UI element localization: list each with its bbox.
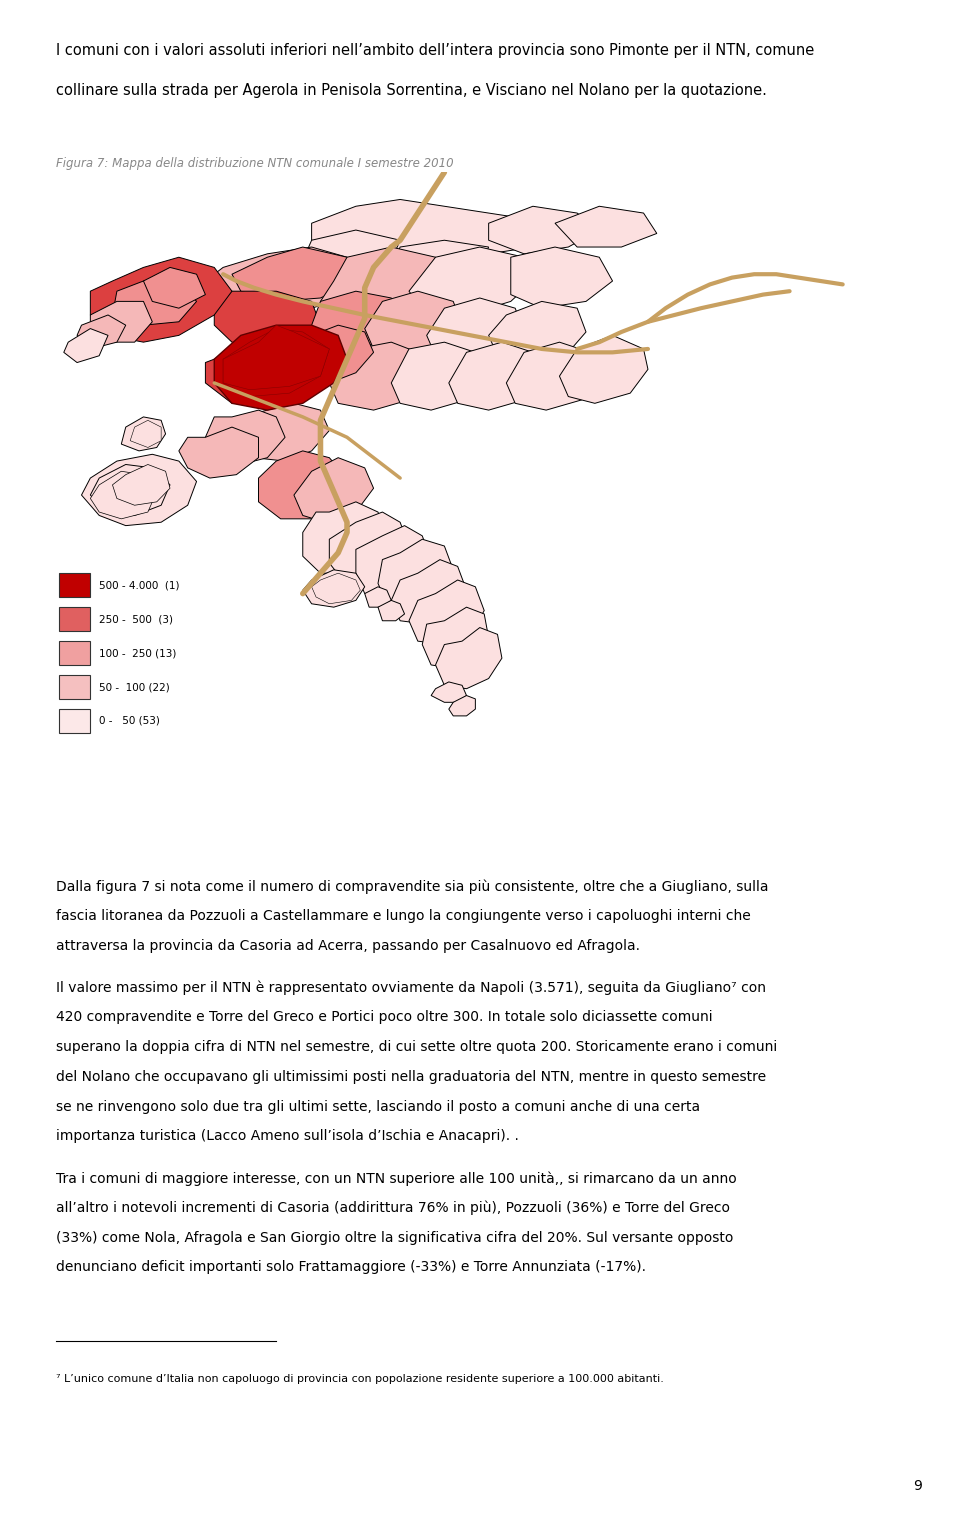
- Polygon shape: [312, 200, 555, 257]
- Polygon shape: [365, 292, 462, 353]
- Text: 0 -   50 (53): 0 - 50 (53): [99, 716, 160, 725]
- Polygon shape: [232, 247, 356, 301]
- Bar: [60, 675, 90, 699]
- Polygon shape: [90, 464, 170, 516]
- Polygon shape: [205, 247, 356, 315]
- Bar: [60, 641, 90, 664]
- Text: (33%) come Nola, Afragola e San Giorgio oltre la significativa cifra del 20%. Su: (33%) come Nola, Afragola e San Giorgio …: [56, 1231, 733, 1245]
- Polygon shape: [112, 464, 170, 505]
- Polygon shape: [356, 525, 431, 597]
- Polygon shape: [131, 420, 161, 447]
- Polygon shape: [214, 325, 347, 411]
- Polygon shape: [506, 342, 599, 411]
- Polygon shape: [392, 559, 467, 625]
- Polygon shape: [511, 247, 612, 308]
- Text: 420 compravendite e Torre del Greco e Portici poco oltre 300. In totale solo dic: 420 compravendite e Torre del Greco e Po…: [56, 1011, 712, 1025]
- Text: all’altro i notevoli incrementi di Casoria (addirittura 76% in più), Pozzuoli (3: all’altro i notevoli incrementi di Casor…: [56, 1200, 730, 1215]
- Text: Dalla figura 7 si nota come il numero di compravendite sia più consistente, oltr: Dalla figura 7 si nota come il numero di…: [56, 880, 768, 893]
- Polygon shape: [436, 628, 502, 689]
- Polygon shape: [63, 328, 108, 362]
- Polygon shape: [112, 281, 197, 325]
- Text: attraversa la provincia da Casoria ad Acerra, passando per Casalnuovo ed Afragol: attraversa la provincia da Casoria ad Ac…: [56, 939, 639, 953]
- Polygon shape: [302, 570, 365, 608]
- Polygon shape: [205, 342, 312, 403]
- Polygon shape: [409, 580, 484, 644]
- Polygon shape: [241, 403, 329, 461]
- Polygon shape: [489, 301, 586, 359]
- Polygon shape: [431, 683, 467, 702]
- Polygon shape: [392, 240, 489, 275]
- Text: ⁷ L’unico comune d’Italia non capoluogo di provincia con popolazione residente s: ⁷ L’unico comune d’Italia non capoluogo …: [56, 1374, 663, 1383]
- Polygon shape: [449, 342, 541, 411]
- Polygon shape: [426, 298, 524, 359]
- Polygon shape: [378, 600, 404, 621]
- Text: 500 - 4.000  (1): 500 - 4.000 (1): [99, 580, 180, 589]
- Polygon shape: [560, 336, 648, 403]
- Polygon shape: [214, 292, 321, 350]
- Text: Il valore massimo per il NTN è rappresentato ovviamente da Napoli (3.571), segui: Il valore massimo per il NTN è rappresen…: [56, 980, 766, 996]
- Polygon shape: [82, 455, 197, 525]
- Polygon shape: [489, 206, 599, 253]
- Text: Figura 7: Mappa della distribuzione NTN comunale I semestre 2010: Figura 7: Mappa della distribuzione NTN …: [56, 157, 453, 171]
- Polygon shape: [422, 608, 489, 669]
- Polygon shape: [365, 586, 392, 608]
- Polygon shape: [409, 247, 533, 315]
- Polygon shape: [223, 325, 329, 389]
- Polygon shape: [143, 267, 205, 308]
- Polygon shape: [90, 472, 156, 519]
- Text: se ne rinvengono solo due tra gli ultimi sette, lasciando il posto a comuni anch: se ne rinvengono solo due tra gli ultimi…: [56, 1099, 700, 1113]
- Bar: [60, 709, 90, 733]
- Text: collinare sulla strada per Agerola in Penisola Sorrentina, e Visciano nel Nolano: collinare sulla strada per Agerola in Pe…: [56, 82, 766, 98]
- Polygon shape: [555, 206, 657, 247]
- Text: fascia litoranea da Pozzuoli a Castellammare e lungo la congiungente verso i cap: fascia litoranea da Pozzuoli a Castellam…: [56, 909, 751, 922]
- Bar: [60, 573, 90, 597]
- Polygon shape: [90, 301, 153, 342]
- Polygon shape: [302, 502, 387, 573]
- Text: del Nolano che occupavano gli ultimissimi posti nella graduatoria del NTN, mentr: del Nolano che occupavano gli ultimissim…: [56, 1070, 766, 1084]
- Polygon shape: [258, 450, 347, 519]
- Polygon shape: [392, 342, 484, 411]
- Text: 250 -  500  (3): 250 - 500 (3): [99, 614, 173, 625]
- Polygon shape: [77, 315, 126, 350]
- Polygon shape: [449, 695, 475, 716]
- Polygon shape: [312, 292, 400, 350]
- Polygon shape: [294, 458, 373, 522]
- Text: 9: 9: [913, 1480, 922, 1493]
- Polygon shape: [223, 328, 329, 397]
- Text: denunciano ‪deficit‫ importanti solo Frattamaggiore (-33%) e Torre Annunziata (-: denunciano ‪deficit‫ importanti solo Fra…: [56, 1260, 646, 1275]
- Text: I comuni con i valori assoluti inferiori nell’ambito dell’intera provincia sono : I comuni con i valori assoluti inferiori…: [56, 43, 814, 58]
- Polygon shape: [312, 573, 360, 603]
- Text: superano la doppia cifra di NTN nel semestre, di cui sette oltre quota 200. Stor: superano la doppia cifra di NTN nel seme…: [56, 1040, 777, 1054]
- Polygon shape: [205, 411, 285, 464]
- Polygon shape: [90, 257, 232, 342]
- Polygon shape: [329, 512, 409, 583]
- Polygon shape: [179, 428, 258, 478]
- Text: 50 -  100 (22): 50 - 100 (22): [99, 683, 170, 692]
- Polygon shape: [329, 342, 426, 411]
- Polygon shape: [121, 417, 165, 450]
- Bar: [60, 608, 90, 631]
- Polygon shape: [378, 539, 453, 608]
- Text: Tra i comuni di maggiore interesse, con un NTN superiore alle 100 unità,, si rim: Tra i comuni di maggiore interesse, con …: [56, 1171, 736, 1185]
- Polygon shape: [302, 231, 400, 267]
- Polygon shape: [294, 325, 373, 383]
- Polygon shape: [321, 247, 444, 315]
- Text: 100 -  250 (13): 100 - 250 (13): [99, 647, 177, 658]
- Text: importanza turistica (Lacco Ameno sull’isola d’Ischia e Anacapri). .: importanza turistica (Lacco Ameno sull’i…: [56, 1130, 518, 1144]
